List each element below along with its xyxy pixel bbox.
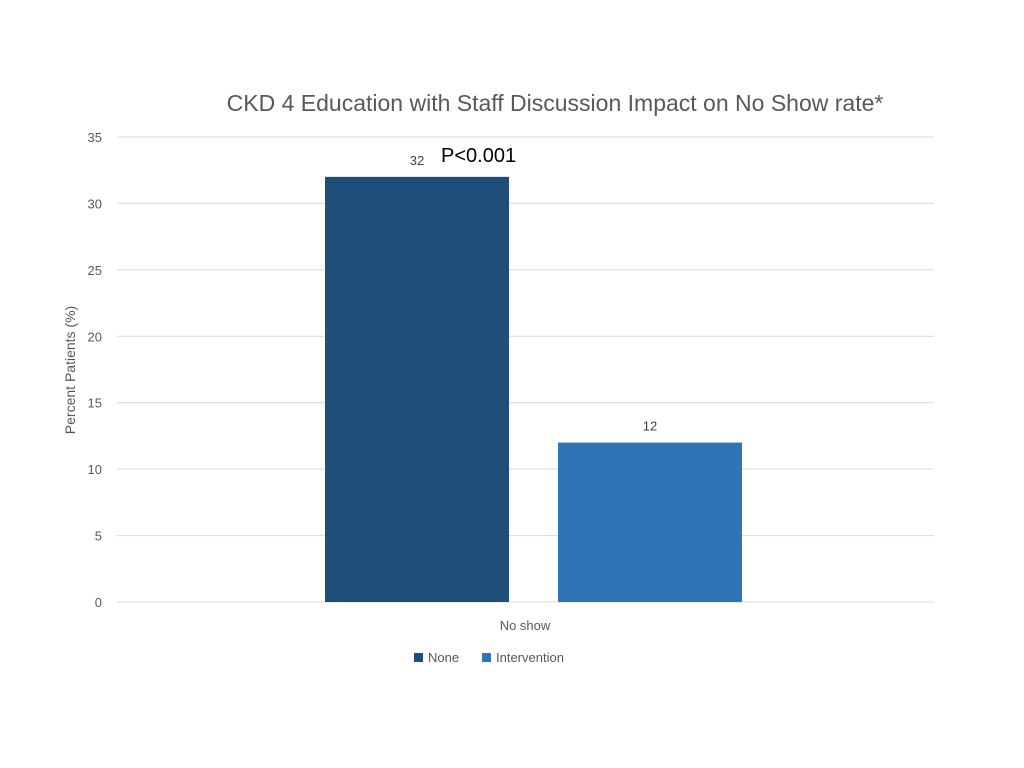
y-tick-label: 20	[88, 329, 102, 344]
p-value-annotation: P<0.001	[441, 145, 516, 167]
y-tick-label: 5	[95, 529, 102, 544]
y-tick-label: 15	[88, 396, 102, 411]
legend: None Intervention	[414, 650, 564, 665]
data-label-intervention: 12	[643, 419, 657, 434]
legend-label-none: None	[428, 650, 459, 665]
bar-none	[325, 176, 509, 602]
y-axis-ticks: 0 5 10 15 20 25 30 35	[88, 130, 102, 610]
chart-title: CKD 4 Education with Staff Discussion Im…	[227, 90, 884, 116]
gridlines	[117, 136, 934, 603]
y-axis-title: Percent Patients (%)	[62, 306, 78, 434]
bars	[325, 176, 742, 602]
bar-intervention	[558, 442, 742, 602]
legend-label-intervention: Intervention	[496, 650, 564, 665]
data-label-none: 32	[410, 153, 424, 168]
y-tick-label: 35	[88, 130, 102, 145]
y-tick-label: 10	[88, 462, 102, 477]
legend-swatch-intervention	[482, 653, 491, 662]
y-tick-label: 30	[88, 196, 102, 211]
legend-swatch-none	[414, 653, 423, 662]
x-category-label: No show	[500, 618, 551, 633]
y-tick-label: 25	[88, 263, 102, 278]
data-labels: 32 12	[410, 153, 657, 434]
y-tick-label: 0	[95, 595, 102, 610]
